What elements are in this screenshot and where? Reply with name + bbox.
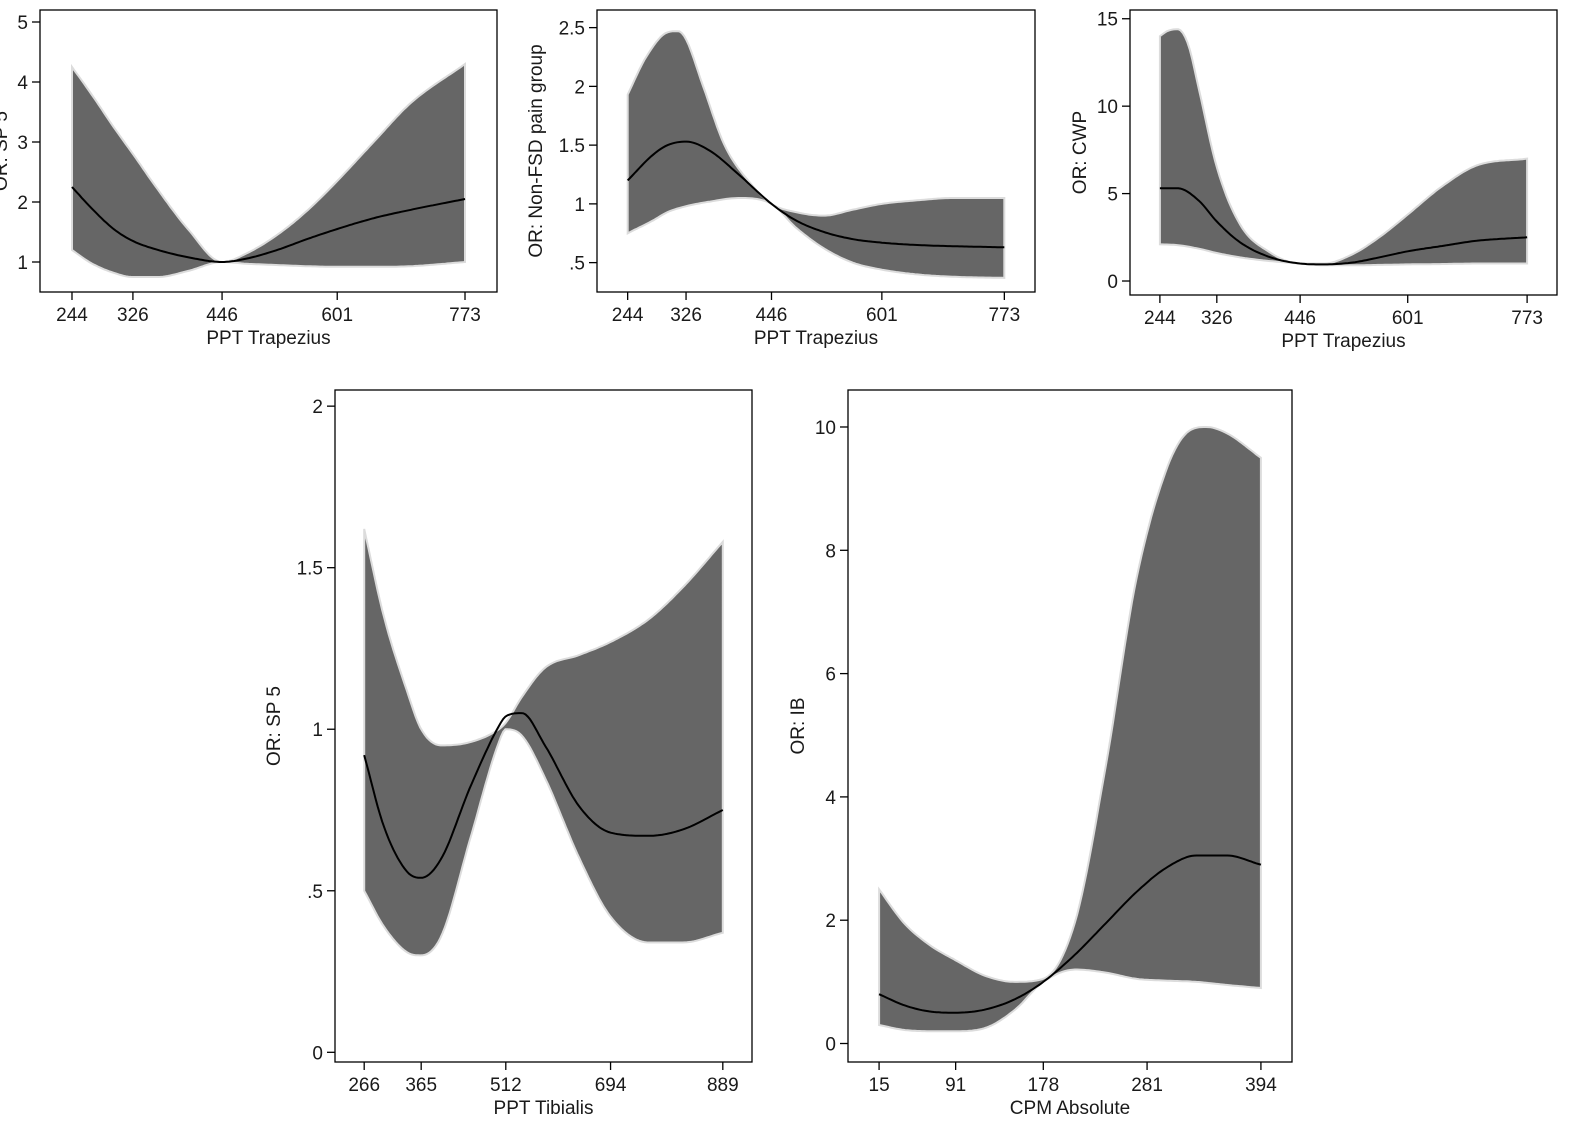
y-tick-label: 1.5 <box>297 559 323 580</box>
y-axis-label: OR: SP 5 <box>0 111 12 191</box>
y-tick-label: 0 <box>312 1043 323 1064</box>
x-axis-label: CPM Absolute <box>1010 1098 1130 1119</box>
y-tick-label: 1 <box>17 253 28 274</box>
x-tick-label: 601 <box>321 305 353 326</box>
x-tick-label: 244 <box>56 305 88 326</box>
confidence-band <box>626 30 1006 279</box>
plot-frame <box>1129 9 1558 296</box>
y-tick-label: 2 <box>312 397 323 418</box>
x-tick-label: 281 <box>1131 1075 1163 1096</box>
y-tick-label: 8 <box>825 541 836 562</box>
x-tick-label: 244 <box>1144 308 1176 329</box>
chart-panel-5: 15 91 178 281 394 0 2 4 6 8 10 CPM Absolute OR: IB <box>788 389 1293 1119</box>
x-tick-label: 326 <box>670 305 702 326</box>
y-tick-label: 0 <box>1107 272 1118 293</box>
confidence-band <box>71 62 466 278</box>
y-tick-label: 2 <box>17 193 28 214</box>
plot-frame <box>39 9 498 293</box>
x-tick-label: 91 <box>945 1075 966 1096</box>
x-tick-label: 512 <box>490 1075 522 1096</box>
x-tick-label: 365 <box>405 1075 437 1096</box>
x-tick-label: 446 <box>756 305 788 326</box>
x-tick-label: 773 <box>988 305 1020 326</box>
x-axis-label: PPT Trapezius <box>1281 331 1405 352</box>
y-tick-label: 5 <box>17 13 28 34</box>
chart-panel-3: 244 326 446 601 773 0 5 10 15 PPT Trapezius OR: CW… <box>1070 9 1558 352</box>
x-tick-label: 446 <box>206 305 238 326</box>
x-tick-label: 601 <box>866 305 898 326</box>
x-tick-label: 694 <box>595 1075 627 1096</box>
y-tick-label: .5 <box>569 254 585 275</box>
y-axis-label: OR: CWP <box>1070 111 1091 194</box>
x-axis-label: PPT Tibialis <box>494 1098 594 1119</box>
estimate-curve <box>1159 187 1528 266</box>
y-tick-label: 2 <box>574 77 585 98</box>
x-tick-label: 773 <box>1511 308 1543 329</box>
plot-frame <box>847 389 1293 1063</box>
y-tick-label: 1 <box>574 195 585 216</box>
x-tick-label: 773 <box>449 305 481 326</box>
x-axis-label: PPT Trapezius <box>206 328 330 349</box>
y-tick-label: 10 <box>1097 97 1118 118</box>
y-tick-label: 1.5 <box>559 136 585 157</box>
x-tick-label: 178 <box>1027 1075 1059 1096</box>
confidence-band <box>1158 28 1529 267</box>
confidence-band <box>878 426 1262 1033</box>
x-tick-label: 446 <box>1284 308 1316 329</box>
y-axis-label: OR: SP 5 <box>264 686 285 766</box>
y-tick-label: 2.5 <box>559 19 585 40</box>
x-tick-label: 326 <box>117 305 149 326</box>
plot-frame <box>334 389 753 1063</box>
x-tick-label: 244 <box>612 305 644 326</box>
x-tick-label: 601 <box>1392 308 1424 329</box>
estimate-curve <box>878 854 1262 1014</box>
y-tick-label: 1 <box>312 720 323 741</box>
chart-panel-1: 244 326 446 601 773 1 2 3 4 5 PPT Trapezius OR: SP … <box>0 9 498 349</box>
y-tick-label: 6 <box>825 665 836 686</box>
y-tick-label: 2 <box>825 911 836 932</box>
plot-frame <box>596 9 1036 293</box>
x-tick-label: 326 <box>1201 308 1233 329</box>
y-tick-label: 3 <box>17 133 28 154</box>
x-axis-label: PPT Trapezius <box>754 328 878 349</box>
y-axis-label: OR: Non-FSD pain group <box>526 44 547 257</box>
y-tick-label: 4 <box>825 788 836 809</box>
estimate-curve <box>71 186 466 263</box>
x-tick-label: 889 <box>707 1075 739 1096</box>
y-tick-label: 4 <box>17 73 28 94</box>
y-tick-label: 10 <box>815 418 836 439</box>
estimate-curve <box>363 712 724 879</box>
estimate-curve <box>626 140 1005 249</box>
y-tick-label: 5 <box>1107 185 1118 206</box>
y-tick-label: 0 <box>825 1035 836 1056</box>
y-tick-label: 15 <box>1097 10 1118 31</box>
y-tick-label: .5 <box>307 882 323 903</box>
chart-panel-4: 266 365 512 694 889 0 .5 1 1.5 2 PPT Tibialis OR: S… <box>264 389 753 1119</box>
x-tick-label: 394 <box>1245 1075 1277 1096</box>
x-tick-label: 266 <box>348 1075 380 1096</box>
chart-panel-2: 244 326 446 601 773 .5 1 1.5 2 2.5 PPT Trapezius OR… <box>526 9 1036 349</box>
y-axis-label: OR: IB <box>788 697 809 754</box>
x-tick-label: 15 <box>869 1075 890 1096</box>
